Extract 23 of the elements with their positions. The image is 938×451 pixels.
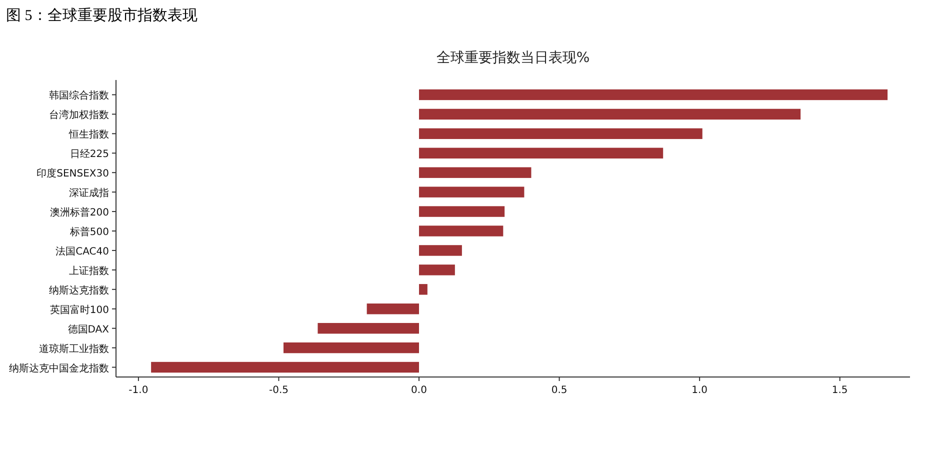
chart-subtitle: 全球重要指数当日表现% [436,50,590,66]
x-tick-label: 1.0 [692,385,708,396]
y-tick-label: 台湾加权指数 [49,109,109,122]
y-tick-label: 道琼斯工业指数 [39,342,109,355]
x-tick-label: -0.5 [268,385,288,396]
y-tick-label: 深证成指 [69,187,109,200]
y-tick-label: 法国CAC40 [56,245,109,258]
chart-title: 图 5：全球重要股市指数表现 [6,7,198,24]
x-tick-label: -1.0 [128,385,148,396]
y-tick-label: 德国DAX [68,324,110,336]
y-tick-label: 上证指数 [69,264,109,277]
y-tick-label: 标普500 [68,226,109,238]
y-tick-label: 恒生指数 [68,128,109,141]
y-tick-label: 日经225 [70,148,109,160]
y-tick-label: 澳洲标普200 [50,206,109,219]
x-tick-label: 0.0 [411,385,427,396]
x-tick-label: 0.5 [551,385,568,396]
y-tick-label: 纳斯达克中国金龙指数 [9,362,109,374]
y-tick-label: 纳斯达克指数 [49,284,109,296]
y-tick-label: 英国富时100 [50,304,109,316]
x-tick-label: 1.5 [832,385,848,396]
y-tick-label: 印度SENSEX30 [36,168,109,180]
y-tick-label: 韩国综合指数 [49,90,109,102]
